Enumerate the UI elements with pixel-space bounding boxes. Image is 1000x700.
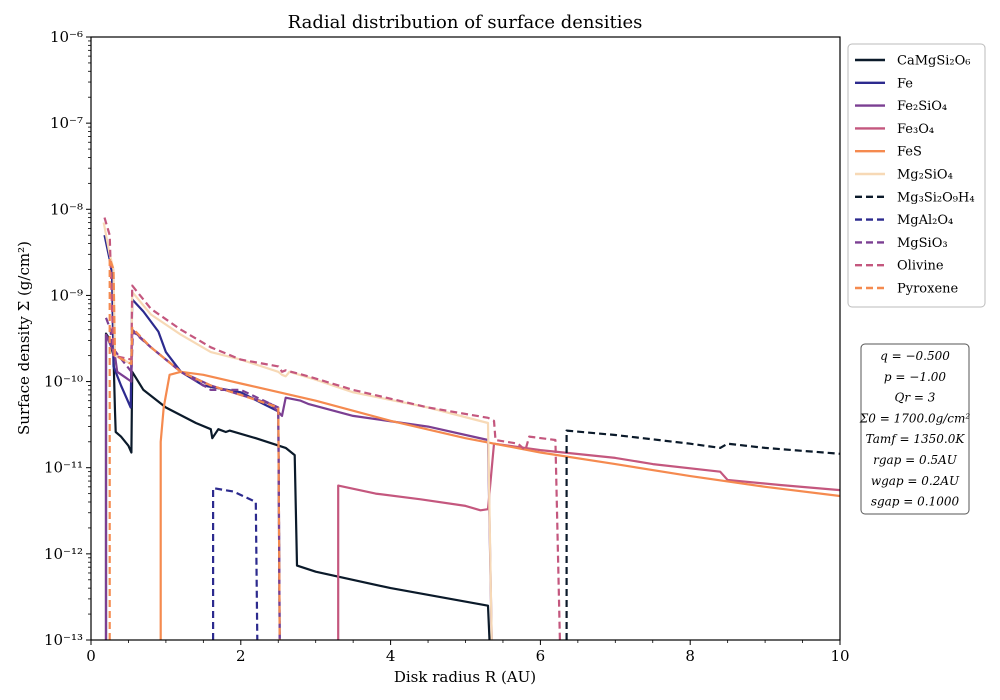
y-tick-label: 10⁻⁶	[50, 28, 83, 46]
x-tick-label: 10	[830, 647, 849, 665]
legend-label: Fe₂SiO₄	[897, 99, 947, 114]
parameters-frame	[860, 343, 970, 515]
parameter-line: Σ0 = 1700.0g/cm²	[859, 411, 971, 425]
y-tick-label: 10⁻¹²	[44, 545, 83, 563]
x-axis-label: Disk radius R (AU)	[394, 668, 536, 686]
y-axis-label: Surface density Σ (g/cm²)	[15, 241, 33, 435]
legend-label: Mg₃Si₂O₉H₄	[897, 190, 975, 205]
legend-label: MgAl₂O₄	[897, 213, 953, 228]
parameter-line: rgap = 0.5AU	[873, 453, 958, 467]
legend-label: Mg₂SiO₄	[897, 168, 953, 183]
y-tick-label: 10⁻¹¹	[44, 459, 83, 477]
y-tick-label: 10⁻⁷	[50, 114, 83, 132]
series-line-3	[104, 328, 493, 640]
y-tick-label: 10⁻¹⁰	[44, 373, 83, 391]
legend-label: CaMgSi₂O₆	[897, 54, 970, 69]
series-line-10	[103, 217, 561, 640]
x-tick-label: 4	[386, 647, 396, 665]
legend-label: Pyroxene	[897, 282, 959, 297]
series-line-9	[104, 317, 281, 640]
series-line-11	[108, 257, 281, 640]
chart-title: Radial distribution of surface densities	[288, 12, 643, 33]
x-tick-label: 2	[236, 647, 246, 665]
legend-label: Fe	[897, 76, 913, 91]
legend-label: FeS	[897, 145, 922, 160]
series-line-1	[104, 332, 491, 640]
legend-label: MgSiO₃	[897, 236, 948, 251]
plot-frame	[90, 36, 841, 641]
parameter-line: wgap = 0.2AU	[871, 474, 960, 488]
legend: CaMgSi₂O₆ Fe Fe₂SiO₄ Fe₃O₄ FeS Mg₂SiO₄ Mg₃Si₂O…	[847, 43, 986, 308]
y-tick-label: 10⁻¹³	[44, 631, 83, 649]
parameter-line: sgap = 0.1000	[871, 495, 960, 509]
x-tick-label: 0	[86, 647, 96, 665]
y-tick-label: 10⁻⁹	[50, 286, 83, 304]
legend-label: Fe₃O₄	[897, 122, 934, 137]
y-tick-label: 10⁻⁸	[50, 200, 83, 218]
parameter-line: p = −1.00	[884, 370, 947, 384]
axis-ticks: 0 2 4 6 8 10 10⁻¹³ 10⁻¹² 10⁻¹¹ 10⁻¹⁰ 10⁻⁹ 10⁻⁸ 10⁻⁷ 1…	[44, 28, 850, 665]
parameter-line: q = −0.500	[880, 349, 950, 363]
x-tick-label: 6	[536, 647, 546, 665]
parameters-box: q = −0.500 p = −1.00 Qr = 3 Σ0 = 1700.0g/cm…	[859, 343, 971, 515]
x-tick-label: 8	[685, 647, 695, 665]
series-line-5	[159, 370, 840, 640]
series-line-4	[337, 442, 840, 640]
parameter-line: Tamf = 1350.0K	[866, 432, 966, 446]
parameter-line: Qr = 3	[895, 391, 936, 405]
legend-label: Olivine	[897, 259, 944, 274]
series-line-8	[212, 487, 259, 640]
